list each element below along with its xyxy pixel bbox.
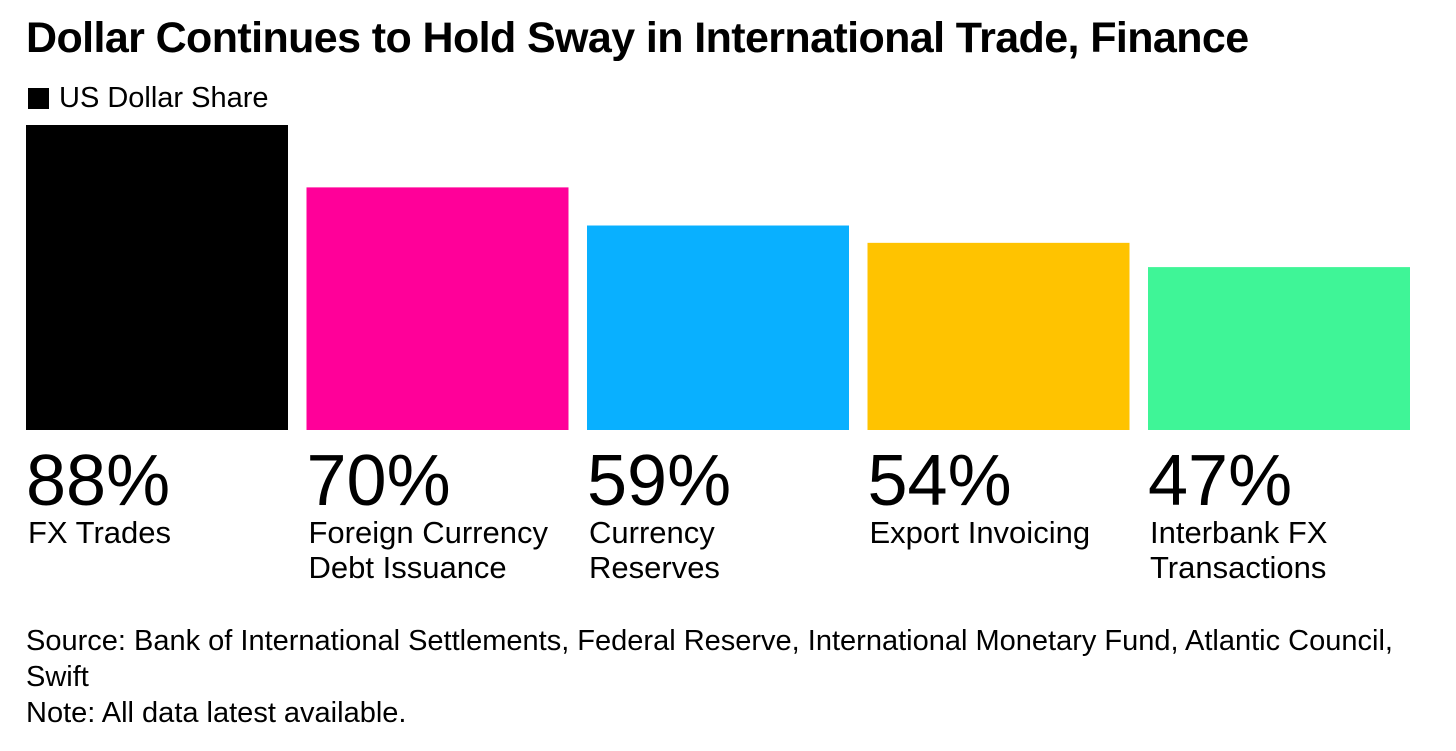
bar-2: [587, 225, 849, 430]
category-label: Transactions: [1150, 550, 1326, 585]
chart-title: Dollar Continues to Hold Sway in Interna…: [26, 14, 1249, 62]
category-label: Currency: [589, 515, 715, 550]
chart-legend: US Dollar Share: [28, 80, 269, 116]
legend-swatch: [28, 87, 49, 109]
category-label: Reserves: [589, 550, 720, 585]
bar-value-label: 59%: [587, 441, 731, 521]
bar-0: [26, 125, 288, 430]
source-note: Source: Bank of International Settlement…: [26, 625, 1393, 693]
bar-value-label: 54%: [868, 441, 1012, 521]
bar-1: [306, 187, 569, 430]
category-label: Debt Issuance: [309, 550, 507, 585]
bar-value-label: 88%: [26, 441, 170, 521]
category-label: Export Invoicing: [870, 515, 1091, 550]
data-note: Note: All data latest available.: [26, 697, 407, 729]
category-label: Foreign Currency: [309, 515, 549, 550]
bar-4: [1148, 267, 1410, 430]
bar-value-label: 70%: [307, 441, 451, 521]
category-label: Interbank FX: [1150, 515, 1328, 550]
bar-value-label: 47%: [1148, 441, 1292, 521]
category-label: FX Trades: [28, 515, 171, 550]
bar-3: [867, 242, 1130, 430]
chart-footer: Source: Bank of International Settlement…: [26, 623, 1436, 731]
legend-label: US Dollar Share: [59, 81, 269, 114]
